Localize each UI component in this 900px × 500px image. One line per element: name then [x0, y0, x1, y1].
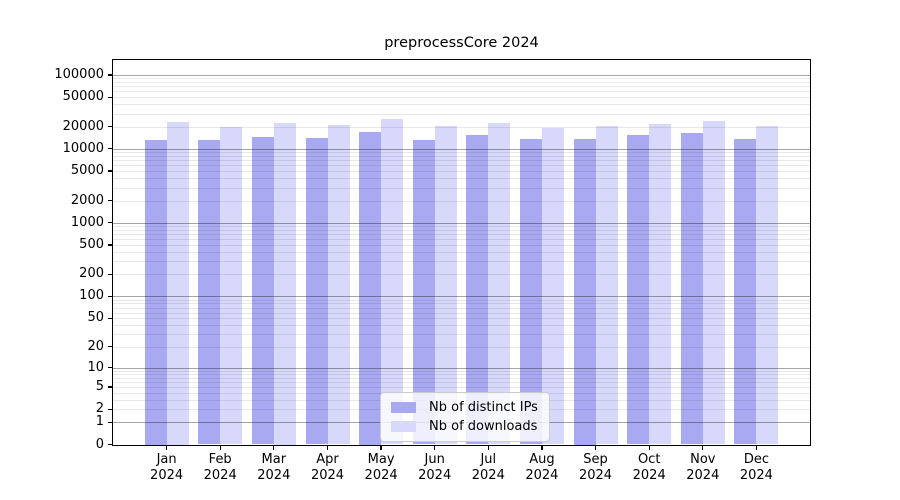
- legend-label-downloads: Nb of downloads: [429, 419, 538, 434]
- y-tick-mark: [107, 386, 113, 388]
- x-tick-mark: [594, 445, 597, 450]
- y-tick-label: 100: [79, 288, 104, 304]
- x-tick-label-aug: Aug 2024: [525, 452, 559, 483]
- x-tick-label-dec: Dec 2024: [739, 452, 773, 483]
- x-tick-label-oct: Oct 2024: [632, 452, 666, 483]
- x-tick-mark: [487, 445, 489, 450]
- y-tick-mark: [107, 443, 113, 446]
- bar-distinct-ips-nov: [680, 133, 703, 445]
- bar-downloads-oct: [649, 123, 672, 445]
- y-tick-mark: [107, 408, 113, 410]
- x-tick-mark: [434, 445, 436, 450]
- x-tick-label-jan: Jan 2024: [150, 452, 184, 483]
- bar-downloads-mar: [273, 123, 296, 445]
- y-tick-mark: [107, 244, 113, 246]
- bar-downloads-may: [381, 119, 404, 445]
- x-tick-mark: [219, 445, 221, 450]
- y-tick-label: 500: [79, 236, 104, 252]
- y-tick-label: 50: [87, 310, 104, 326]
- bar-distinct-ips-jun: [412, 139, 435, 445]
- y-tick-mark: [107, 170, 113, 172]
- plot-area: Nb of distinct IPs Nb of downloads: [112, 59, 811, 446]
- x-tick-mark: [165, 445, 168, 450]
- y-tick-mark: [107, 74, 113, 76]
- y-tick-mark: [107, 273, 113, 275]
- bar-distinct-ips-mar: [251, 136, 274, 445]
- y-tick-mark: [107, 346, 113, 348]
- x-tick-mark: [273, 445, 275, 450]
- bar-distinct-ips-apr: [305, 138, 328, 445]
- x-tick-label-jun: Jun 2024: [418, 452, 452, 483]
- y-tick-label: 50000: [62, 89, 104, 105]
- bar-distinct-ips-oct: [627, 135, 650, 445]
- y-tick-label: 2000: [70, 192, 104, 208]
- y-tick-label: 2: [95, 401, 104, 417]
- y-tick-label: 10000: [62, 140, 104, 156]
- bar-downloads-jun: [434, 125, 457, 445]
- chart-title: preprocessCore 2024: [384, 35, 539, 51]
- bar-distinct-ips-feb: [198, 140, 221, 445]
- x-tick-label-sep: Sep 2024: [578, 452, 613, 483]
- bars-layer: [113, 60, 810, 445]
- bar-downloads-nov: [702, 120, 725, 445]
- bar-downloads-jan: [166, 122, 189, 445]
- bar-downloads-jul: [488, 123, 511, 445]
- x-tick-label-apr: Apr 2024: [310, 452, 345, 483]
- y-tick-mark: [107, 148, 113, 150]
- y-tick-label: 1: [95, 414, 104, 430]
- bar-downloads-apr: [327, 124, 350, 445]
- bar-distinct-ips-may: [359, 132, 382, 445]
- y-tick-label: 200: [79, 266, 104, 282]
- y-tick-mark: [107, 295, 113, 298]
- bar-downloads-feb: [220, 127, 243, 445]
- x-tick-label-nov: Nov 2024: [686, 452, 720, 483]
- y-tick-mark: [107, 96, 113, 98]
- legend-item-downloads: Nb of downloads: [381, 419, 549, 434]
- x-tick-mark: [326, 445, 329, 450]
- legend-swatch-distinct-ips: [391, 402, 416, 413]
- bar-distinct-ips-jul: [466, 135, 489, 445]
- y-tick-mark: [107, 421, 113, 423]
- y-tick-label: 10: [87, 359, 104, 375]
- y-tick-mark: [107, 199, 113, 202]
- legend-swatch-downloads: [391, 421, 416, 432]
- y-tick-mark: [107, 222, 113, 224]
- legend-item-distinct-ips: Nb of distinct IPs: [381, 400, 549, 415]
- x-tick-mark: [755, 445, 758, 450]
- y-tick-label: 5: [95, 379, 104, 394]
- y-tick-mark: [107, 366, 113, 369]
- x-tick-mark: [648, 445, 650, 450]
- y-tick-label: 0: [95, 436, 104, 452]
- y-tick-mark: [107, 317, 113, 319]
- bar-downloads-dec: [756, 125, 779, 445]
- y-tick-label: 1000: [70, 214, 104, 230]
- x-tick-label-feb: Feb 2024: [203, 452, 237, 483]
- x-tick-label-mar: Mar 2024: [257, 452, 291, 483]
- bar-distinct-ips-aug: [519, 139, 542, 445]
- x-tick-label-may: May 2024: [364, 452, 398, 483]
- x-tick-mark: [380, 445, 382, 450]
- bar-downloads-aug: [541, 128, 564, 445]
- legend: Nb of distinct IPs Nb of downloads: [380, 392, 550, 442]
- bar-distinct-ips-sep: [573, 139, 596, 445]
- y-tick-label: 20: [87, 338, 104, 354]
- bar-distinct-ips-dec: [734, 139, 757, 445]
- bar-downloads-sep: [595, 126, 618, 445]
- x-tick-label-jul: Jul 2024: [471, 452, 505, 483]
- y-tick-label: 20000: [62, 118, 104, 134]
- bar-distinct-ips-jan: [144, 139, 167, 445]
- legend-label-distinct-ips: Nb of distinct IPs: [429, 400, 538, 415]
- y-tick-mark: [107, 125, 113, 128]
- y-tick-label: 5000: [70, 163, 104, 179]
- x-tick-mark: [702, 445, 704, 450]
- y-tick-label: 100000: [54, 66, 104, 82]
- x-tick-mark: [541, 445, 543, 450]
